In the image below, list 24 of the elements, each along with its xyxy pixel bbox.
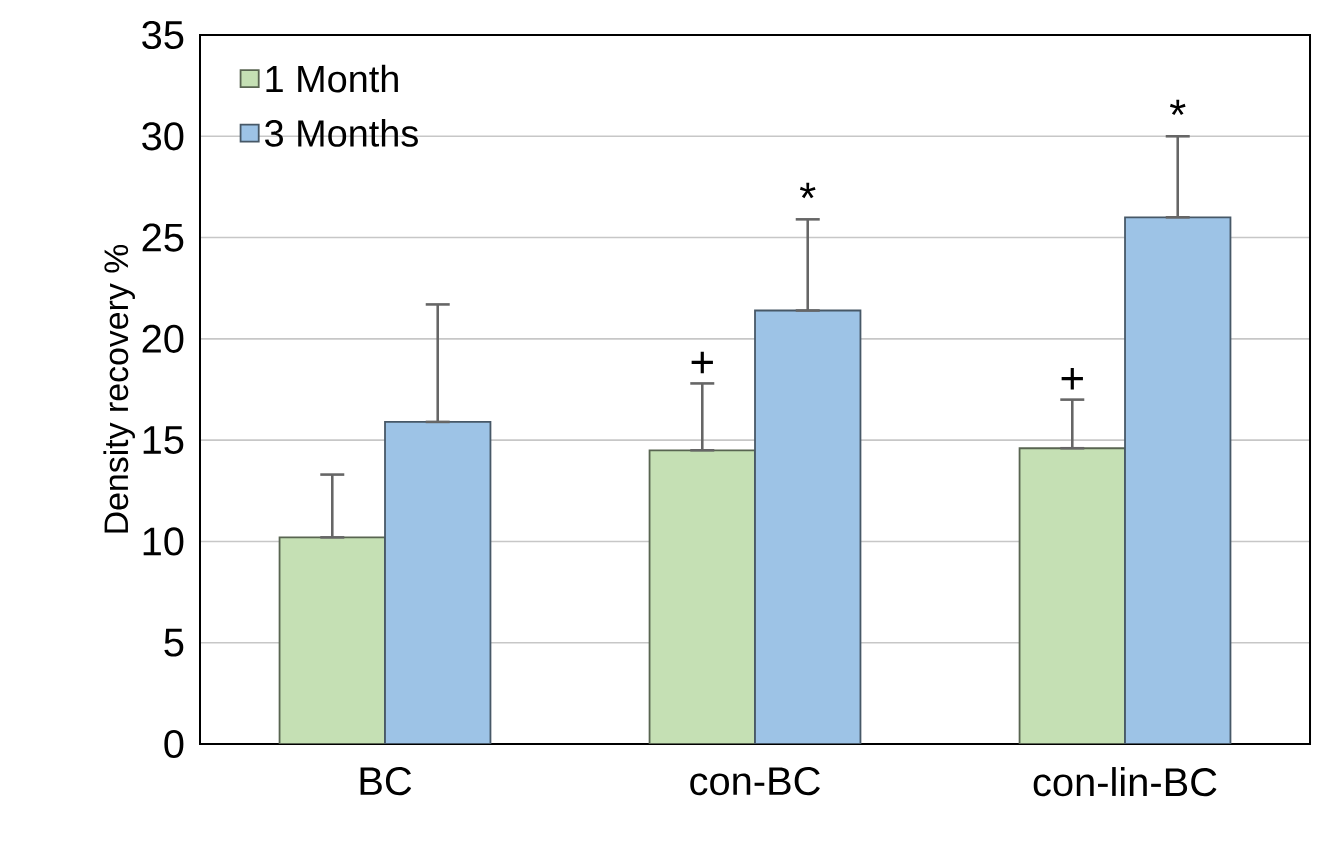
y-tick-label: 15 <box>143 426 184 455</box>
bar <box>1018 447 1126 744</box>
bar <box>1124 216 1232 744</box>
legend-label: 3 Months <box>265 119 418 147</box>
bar <box>384 421 492 744</box>
y-tick-label: 10 <box>143 527 184 556</box>
y-tick-label: 20 <box>142 324 184 353</box>
bar <box>278 536 386 744</box>
y-tick-label: 25 <box>142 223 184 252</box>
legend-label: 1 Month <box>266 64 398 93</box>
y-tick-label: 35 <box>142 20 184 50</box>
y-axis-title: Density recovery % <box>103 244 135 533</box>
annotation: * <box>1169 99 1186 116</box>
y-tick-label: 30 <box>142 122 184 151</box>
y-tick-label: 5 <box>164 628 184 657</box>
x-tick-label: BC <box>360 767 412 796</box>
x-tick-label: con-lin-BC <box>1033 767 1217 797</box>
x-tick-label: con-BC <box>690 767 820 796</box>
annotation: + <box>691 351 713 374</box>
annotation: + <box>1061 367 1083 390</box>
bar <box>754 309 862 744</box>
y-tick-label: 0 <box>164 729 184 759</box>
bar <box>648 449 756 744</box>
annotation: * <box>799 182 816 199</box>
